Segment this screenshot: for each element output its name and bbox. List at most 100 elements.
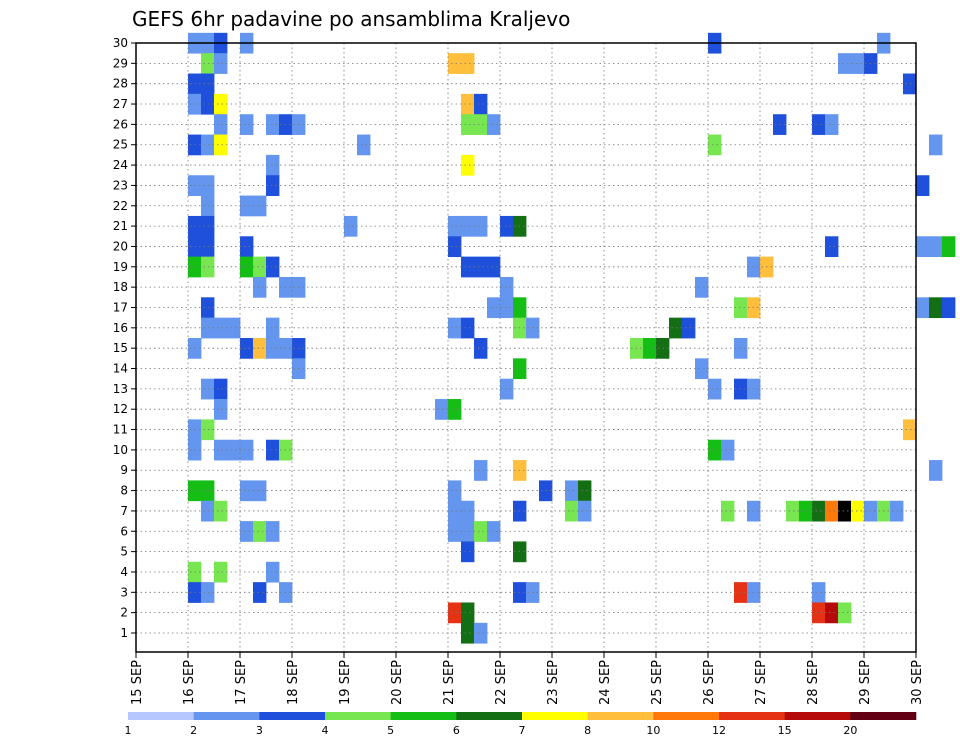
heatmap-cell	[201, 175, 215, 196]
heatmap-cell	[474, 256, 488, 278]
y-tick-label: 27	[113, 97, 128, 111]
x-tick-label: 29 SEP	[858, 660, 873, 705]
heatmap-cell	[838, 500, 852, 522]
heatmap-cell	[838, 602, 852, 624]
heatmap-cell	[214, 114, 228, 135]
heatmap-cell	[201, 93, 215, 115]
heatmap-cell	[825, 236, 839, 258]
heatmap-cell	[240, 256, 254, 278]
heatmap-cell	[214, 53, 228, 74]
heatmap-cell	[240, 338, 254, 359]
colorbar-segment	[325, 712, 391, 720]
heatmap-cell	[903, 73, 917, 95]
heatmap-cell	[487, 521, 501, 542]
heatmap-cell	[266, 154, 280, 176]
heatmap-cell	[721, 500, 735, 522]
heatmap-cell	[448, 480, 462, 502]
plot-frame	[135, 42, 917, 653]
colorbar-label: 4	[322, 724, 329, 737]
colorbar-segment	[719, 712, 785, 720]
heatmap-cell	[253, 256, 267, 278]
heatmap-cell	[461, 602, 475, 624]
x-tick-label: 17 SEP	[234, 660, 249, 705]
heatmap-cell	[942, 297, 956, 319]
y-axis: 1234567891011121314151617181920212223242…	[113, 36, 136, 640]
x-tick-label: 28 SEP	[806, 660, 821, 705]
heatmap-cell	[240, 480, 254, 502]
heatmap-cell	[448, 521, 462, 542]
heatmap-cell	[929, 297, 943, 319]
colorbar-segment	[850, 712, 917, 720]
heatmap-cell	[253, 582, 267, 603]
colorbar-label: 15	[778, 724, 792, 737]
heatmap-cell	[734, 582, 748, 603]
heatmap-cell	[487, 297, 501, 319]
heatmap-cell	[500, 276, 514, 298]
y-tick-label: 8	[120, 484, 128, 498]
heatmap-cell	[487, 256, 501, 278]
heatmap-cell	[916, 236, 930, 258]
heatmap-cell	[474, 215, 488, 237]
heatmap-cell	[266, 338, 280, 359]
y-tick-label: 26	[113, 117, 128, 131]
heatmap-cell	[682, 317, 696, 339]
y-tick-label: 13	[113, 382, 128, 396]
y-tick-label: 19	[113, 260, 128, 274]
heatmap-cell	[461, 154, 475, 176]
heatmap-cell	[214, 93, 228, 115]
heatmap-cell	[708, 134, 722, 156]
heatmap-cell	[266, 256, 280, 278]
heatmap-cell	[708, 439, 722, 461]
heatmap-cell	[201, 500, 215, 522]
heatmap-cell	[201, 419, 215, 441]
y-tick-label: 12	[113, 402, 128, 416]
heatmap-cell	[201, 195, 215, 217]
y-tick-label: 3	[120, 585, 128, 599]
colorbar-segment	[784, 712, 851, 720]
heatmap-cell	[201, 236, 215, 258]
x-tick-label: 16 SEP	[182, 660, 197, 705]
y-tick-label: 25	[113, 138, 128, 152]
heatmap-cell	[253, 521, 267, 542]
heatmap-cell	[201, 317, 215, 339]
heatmap-cell	[448, 399, 462, 420]
colorbar-label: 6	[453, 724, 460, 737]
heatmap-cell	[461, 114, 475, 135]
heatmap-cell	[214, 500, 228, 522]
heatmap-cell	[201, 215, 215, 237]
heatmap-cell	[201, 582, 215, 603]
heatmap-cell	[214, 317, 228, 339]
heatmap-cell	[201, 297, 215, 319]
heatmap-cell	[916, 175, 930, 196]
colorbar-label: 1	[125, 724, 132, 737]
heatmap-cell	[214, 134, 228, 156]
x-tick-label: 20 SEP	[390, 660, 405, 705]
heatmap-cell	[500, 297, 514, 319]
heatmap-cell	[253, 480, 267, 502]
y-tick-label: 16	[113, 321, 128, 335]
heatmap-cell	[929, 134, 943, 156]
heatmap-cell	[929, 236, 943, 258]
heatmap-cell	[448, 500, 462, 522]
heatmap-cell	[253, 195, 267, 217]
y-tick-label: 18	[113, 280, 128, 294]
heatmap-cell	[253, 276, 267, 298]
heatmap-cell	[734, 297, 748, 319]
y-tick-label: 9	[120, 463, 128, 477]
heatmap-cell	[474, 521, 488, 542]
heatmap-cell	[266, 561, 280, 583]
x-tick-label: 26 SEP	[702, 660, 717, 705]
heatmap-cell	[448, 236, 462, 258]
x-tick-label: 24 SEP	[598, 660, 613, 705]
heatmap-cell	[903, 419, 917, 441]
heatmap-cell	[812, 500, 826, 522]
y-tick-label: 6	[120, 524, 128, 538]
x-tick-label: 25 SEP	[650, 660, 665, 705]
heatmap-cell	[344, 215, 358, 237]
heatmap-cell	[461, 541, 475, 563]
heatmap-cell	[721, 439, 735, 461]
colorbar-label: 12	[712, 724, 726, 737]
heatmap-cell	[253, 338, 267, 359]
y-tick-label: 20	[113, 239, 128, 253]
